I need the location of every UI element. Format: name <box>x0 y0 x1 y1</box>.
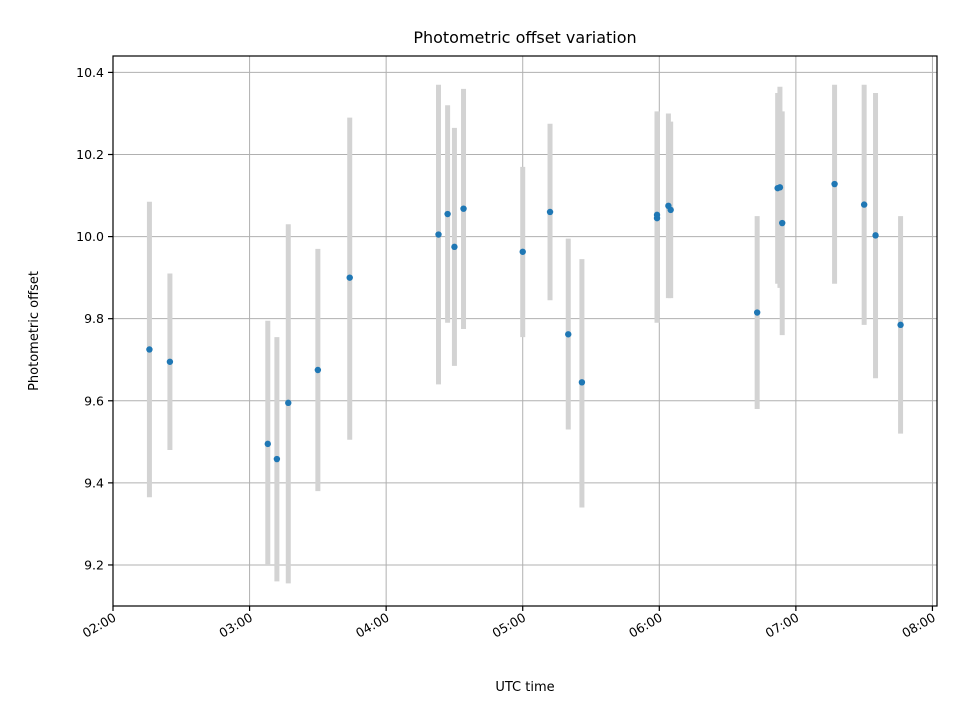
chart-title: Photometric offset variation <box>413 28 636 47</box>
data-point <box>444 210 451 218</box>
data-point <box>779 219 786 227</box>
data-point <box>519 248 526 255</box>
data-point <box>578 379 586 386</box>
y-tick-label: 9.8 <box>84 311 104 326</box>
y-tick-label: 9.6 <box>84 393 104 408</box>
data-point <box>314 366 322 374</box>
y-tick-label: 10.4 <box>76 65 104 80</box>
data-points <box>146 180 904 463</box>
data-point <box>346 274 353 281</box>
data-point <box>460 205 467 212</box>
y-tick-label: 9.2 <box>84 557 104 572</box>
y-axis-label: Photometric offset <box>27 271 42 391</box>
x-axis-label: UTC time <box>495 680 554 695</box>
data-point <box>451 243 458 251</box>
data-point <box>285 399 292 407</box>
data-point <box>273 455 281 463</box>
y-tick-label: 9.4 <box>84 475 104 490</box>
y-tick-label: 10.0 <box>76 229 104 244</box>
data-point <box>831 180 838 188</box>
grid-lines <box>112 56 937 606</box>
data-point <box>667 206 674 214</box>
data-point <box>264 440 271 448</box>
data-point <box>435 231 442 238</box>
data-point <box>872 232 879 239</box>
data-point <box>897 321 904 329</box>
y-axis-ticks: 9.2 9.4 9.6 9.8 10.0 10.2 10.4 <box>76 65 113 572</box>
data-point <box>860 201 868 208</box>
y-tick-label: 10.2 <box>76 147 104 162</box>
data-point <box>166 358 174 365</box>
data-point <box>753 309 761 316</box>
data-point <box>546 208 554 216</box>
data-point <box>146 346 153 353</box>
plot-frame <box>112 55 938 607</box>
data-point <box>653 211 661 219</box>
data-point <box>565 331 572 338</box>
data-point <box>776 184 784 191</box>
